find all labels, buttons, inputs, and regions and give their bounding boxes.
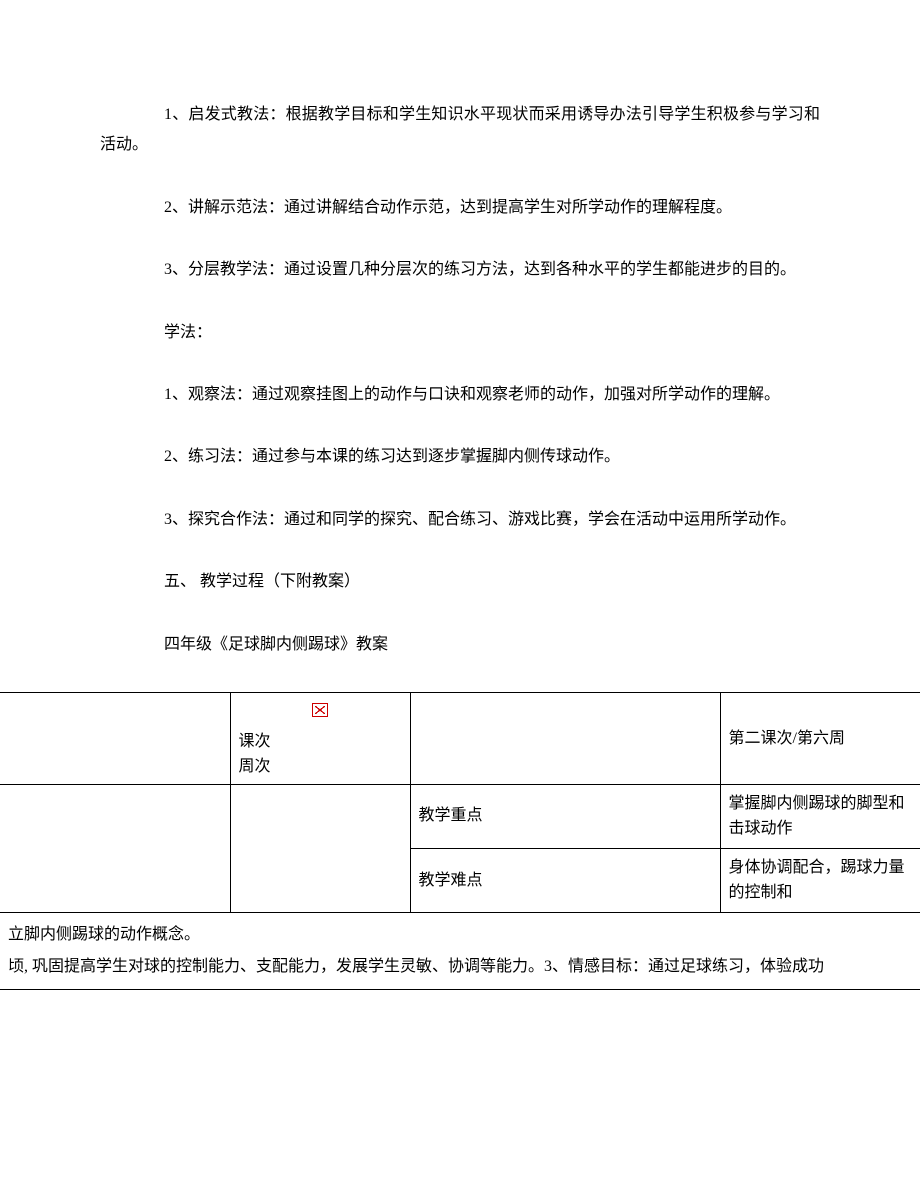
cell-session-week-value: 第二课次/第六周 [720,692,920,784]
teaching-goals: 立脚内侧踢球的动作概念。 顷, 巩固提高学生对球的控制能力、支配能力，发展学生灵… [0,913,920,990]
table-row: 教学重点 掌握脚内侧踢球的脚型和击球动作 [0,784,920,848]
week-label: 周次 [239,754,402,780]
goals-line-1: 立脚内侧踢球的动作概念。 [8,919,912,951]
broken-image-icon [312,703,328,717]
cell-empty [410,692,720,784]
cell-topic-label [0,692,230,784]
session-label: 课次 [239,729,402,755]
cell-difficulty-label: 教学难点 [410,848,720,912]
cell-session-week-label: 课次 周次 [230,692,410,784]
cell-content-label [0,784,230,912]
learning-methods-heading: 学法： [100,318,820,348]
cell-focus-value: 掌握脚内侧踢球的脚型和击球动作 [720,784,920,848]
cell-focus-label: 教学重点 [410,784,720,848]
method-item-1: 1、启发式教法：根据教学目标和学生知识水平现状而采用诱导办法引导学生积极参与学习… [100,100,820,161]
table-row: 课次 周次 第二课次/第六周 [0,692,920,784]
learning-method-1: 1、观察法：通过观察挂图上的动作与口诀和观察老师的动作，加强对所学动作的理解。 [100,380,820,410]
learning-method-2: 2、练习法：通过参与本课的练习达到逐步掌握脚内侧传球动作。 [100,442,820,472]
goals-line-2: 顷, 巩固提高学生对球的控制能力、支配能力，发展学生灵敏、协调等能力。3、情感目… [8,951,912,983]
lesson-plan-table: 课次 周次 第二课次/第六周 教学重点 掌握脚内侧踢球的脚型和击球动作 教学难点… [0,692,920,990]
lesson-plan-title: 四年级《足球脚内侧踢球》教案 [100,630,820,660]
cell-content-value [230,784,410,912]
section-five-heading: 五、 教学过程（下附教案） [100,567,820,597]
learning-method-3: 3、探究合作法：通过和同学的探究、配合练习、游戏比赛，学会在活动中运用所学动作。 [100,505,820,535]
method-item-2: 2、讲解示范法：通过讲解结合动作示范，达到提高学生对所学动作的理解程度。 [100,193,820,223]
cell-difficulty-value: 身体协调配合，踢球力量的控制和 [720,848,920,912]
method-item-3: 3、分层教学法：通过设置几种分层次的练习方法，达到各种水平的学生都能进步的目的。 [100,255,820,285]
